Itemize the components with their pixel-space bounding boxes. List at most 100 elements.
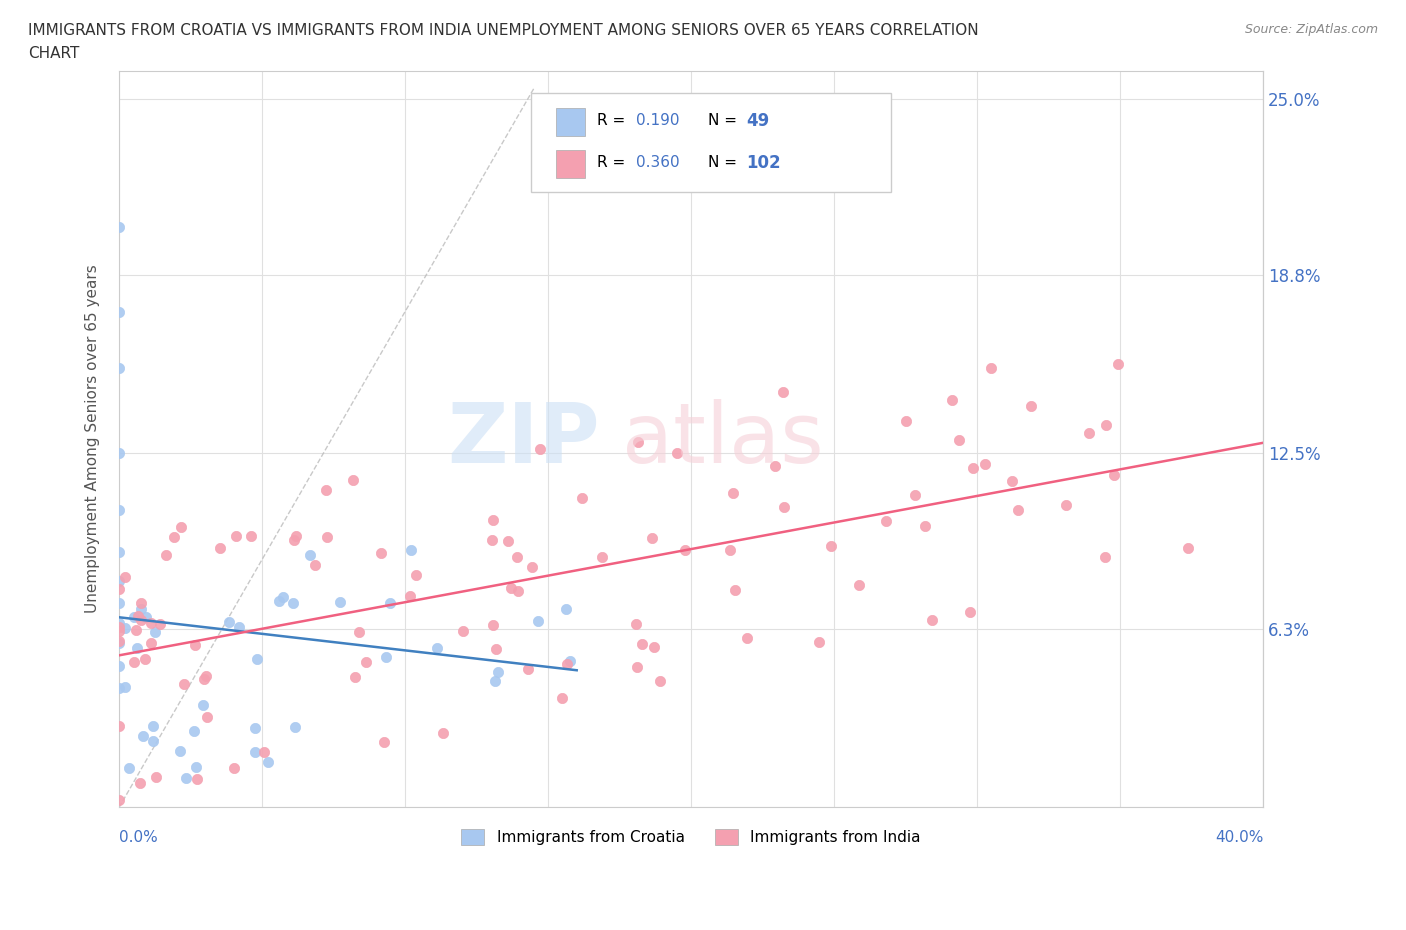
Point	[498, 533, 520, 548]
Point	[626, 617, 648, 631]
Point	[134, 652, 156, 667]
Point	[129, 601, 152, 616]
Text: 0.190: 0.190	[636, 113, 679, 128]
Point	[627, 434, 650, 449]
Point	[285, 528, 308, 543]
Point	[665, 445, 688, 460]
Point	[108, 620, 131, 635]
Point	[173, 676, 195, 691]
Point	[484, 673, 506, 688]
Point	[1054, 498, 1077, 512]
Text: 102: 102	[747, 153, 780, 172]
Point	[959, 604, 981, 619]
Point	[405, 568, 427, 583]
Point	[114, 680, 136, 695]
Point	[718, 542, 741, 557]
Point	[643, 639, 665, 654]
Point	[848, 578, 870, 592]
Point	[374, 650, 396, 665]
Point	[772, 499, 794, 514]
Point	[243, 745, 266, 760]
Point	[108, 545, 131, 560]
Point	[240, 529, 263, 544]
Point	[170, 520, 193, 535]
Point	[129, 613, 152, 628]
Point	[501, 580, 523, 595]
Point	[183, 637, 205, 652]
Point	[451, 623, 474, 638]
Point	[108, 681, 131, 696]
Point	[921, 612, 943, 627]
Point	[304, 558, 326, 573]
Point	[378, 596, 401, 611]
Text: N =: N =	[709, 155, 742, 170]
Point	[218, 614, 240, 629]
Text: R =: R =	[598, 155, 630, 170]
Point	[973, 457, 995, 472]
Point	[149, 617, 172, 631]
Point	[127, 609, 149, 624]
Point	[342, 472, 364, 487]
Point	[399, 589, 422, 604]
Point	[772, 385, 794, 400]
Text: 49: 49	[747, 112, 769, 130]
Point	[1095, 418, 1118, 432]
Point	[108, 304, 131, 319]
Point	[135, 609, 157, 624]
Point	[506, 550, 529, 565]
Point	[555, 602, 578, 617]
Point	[191, 698, 214, 712]
Point	[875, 514, 897, 529]
Point	[145, 770, 167, 785]
Point	[108, 596, 131, 611]
Point	[108, 658, 131, 673]
Point	[108, 573, 131, 588]
Legend: Immigrants from Croatia, Immigrants from India: Immigrants from Croatia, Immigrants from…	[456, 823, 927, 851]
Point	[482, 512, 505, 527]
Point	[139, 616, 162, 631]
Point	[298, 548, 321, 563]
Point	[1007, 502, 1029, 517]
Point	[118, 760, 141, 775]
Point	[648, 673, 671, 688]
Point	[108, 634, 131, 649]
Point	[894, 414, 917, 429]
Point	[520, 560, 543, 575]
Point	[508, 583, 530, 598]
Point	[820, 538, 842, 553]
Point	[399, 542, 422, 557]
Point	[142, 734, 165, 749]
Point	[131, 596, 153, 611]
Point	[1094, 550, 1116, 565]
Point	[108, 635, 131, 650]
Point	[914, 518, 936, 533]
Point	[283, 533, 305, 548]
FancyBboxPatch shape	[557, 108, 585, 136]
Text: atlas: atlas	[623, 399, 824, 480]
Point	[517, 662, 540, 677]
Point	[373, 735, 395, 750]
Text: IMMIGRANTS FROM CROATIA VS IMMIGRANTS FROM INDIA UNEMPLOYMENT AMONG SENIORS OVER: IMMIGRANTS FROM CROATIA VS IMMIGRANTS FR…	[28, 23, 979, 38]
Point	[243, 720, 266, 735]
Point	[980, 361, 1002, 376]
Point	[163, 529, 186, 544]
Point	[155, 547, 177, 562]
Point	[370, 546, 392, 561]
Text: 0.0%: 0.0%	[120, 830, 157, 844]
Point	[1102, 468, 1125, 483]
Point	[224, 760, 246, 775]
Point	[267, 593, 290, 608]
Point	[142, 719, 165, 734]
Point	[108, 445, 131, 460]
Point	[125, 623, 148, 638]
Y-axis label: Unemployment Among Seniors over 65 years: Unemployment Among Seniors over 65 years	[86, 265, 100, 614]
Point	[527, 614, 550, 629]
Point	[246, 651, 269, 666]
Point	[763, 458, 786, 473]
Point	[315, 483, 337, 498]
Point	[108, 792, 131, 807]
Point	[132, 728, 155, 743]
Point	[551, 690, 574, 705]
Point	[485, 641, 508, 656]
Point	[141, 636, 163, 651]
